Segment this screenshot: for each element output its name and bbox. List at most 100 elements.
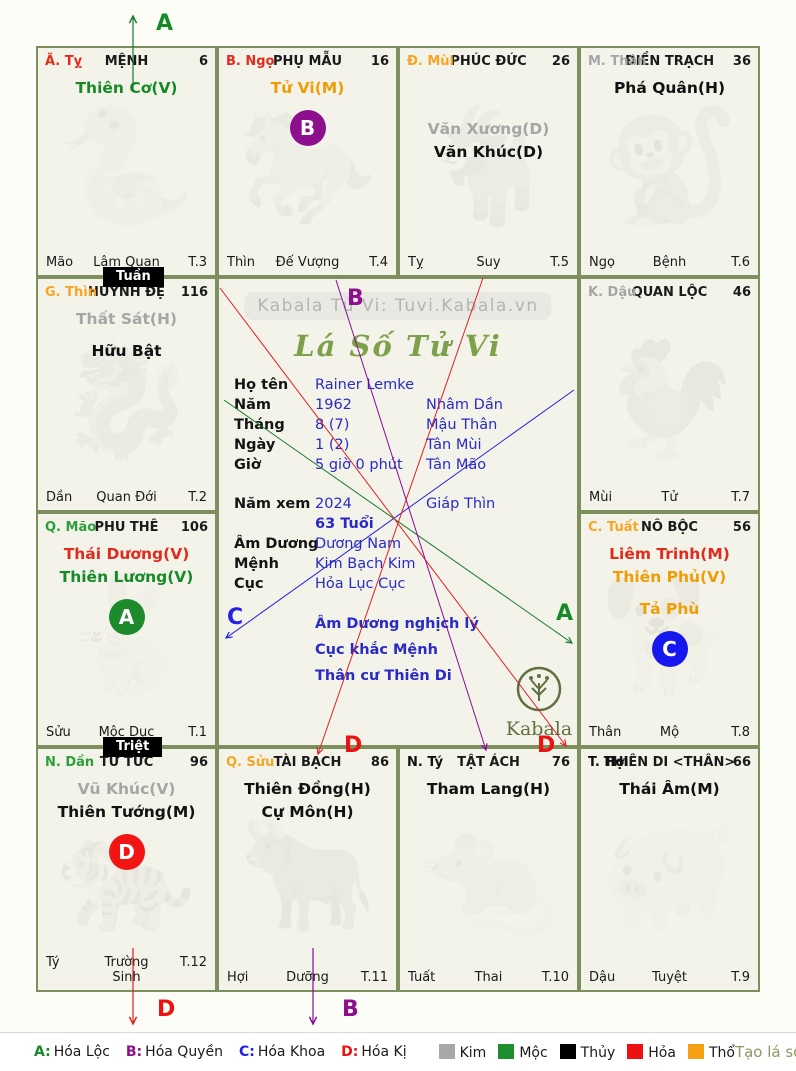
palace-number: 46 xyxy=(732,285,751,300)
info-value2: Tân Mão xyxy=(426,457,487,473)
info-label xyxy=(234,514,315,534)
branch-label: Hợi xyxy=(227,970,249,985)
info-value: Rainer Lemke xyxy=(315,377,415,393)
info-value2: Tân Mùi xyxy=(426,437,482,453)
life-stage: Tử xyxy=(661,490,678,505)
palace-number: 106 xyxy=(180,520,208,535)
transform-circle-d: D xyxy=(108,834,145,870)
life-stage: Dưỡng xyxy=(286,970,329,985)
legend-hoa-khoa: C: Hóa Khoa xyxy=(239,1044,325,1060)
t-index: T.4 xyxy=(369,255,388,270)
branch-label: Mão xyxy=(46,255,74,270)
palace-number: 76 xyxy=(551,755,570,770)
info-value: 5 giờ 0 phút xyxy=(315,457,403,473)
element-label: Mộc xyxy=(519,1044,548,1061)
chart-title: Lá Số Tử Vi xyxy=(294,329,502,363)
palace-name: PHU THÊ xyxy=(94,520,159,535)
life-stage: Lâm Quan xyxy=(93,255,160,270)
star: Phá Quân(H) xyxy=(613,79,726,97)
center-info-panel: Kabala Tử Vi: Tuvi.Kabala.vn Lá Số Tử Vi… xyxy=(217,277,579,747)
legend-label: Hóa Lộc xyxy=(53,1044,110,1060)
palace-number: 6 xyxy=(198,54,208,69)
letter-d-bottom: D xyxy=(157,997,175,1022)
zodiac-pig-watermark: 🐖 xyxy=(599,809,740,940)
note-line: Âm Dương nghịch lý xyxy=(315,616,479,632)
palace-number: 116 xyxy=(180,285,208,300)
palace-name: HUYNH ĐỆ xyxy=(88,285,165,300)
site-watermark: Kabala Tử Vi: Tuvi.Kabala.vn xyxy=(244,292,552,320)
palace-number: 56 xyxy=(732,520,751,535)
letter-a-top: A xyxy=(156,11,173,36)
transform-circle-b: B xyxy=(289,110,326,146)
info-label: Ngày xyxy=(234,437,276,453)
stem-label: G. Thìn xyxy=(45,285,97,300)
t-index: T.12 xyxy=(179,955,207,970)
legend-hoa-quyen: B: Hóa Quyền xyxy=(126,1044,223,1060)
branch-label: Tý xyxy=(46,955,60,970)
star: Văn Xương(D) xyxy=(427,120,550,138)
branch-label: Mùi xyxy=(589,490,613,505)
palace-number: 36 xyxy=(732,54,751,69)
info-label: Giờ xyxy=(234,457,261,473)
element-label: Kim xyxy=(459,1044,487,1061)
thuy-swatch xyxy=(559,1043,576,1059)
legend-thuy: Thủy xyxy=(548,1043,615,1061)
life-stage: Đế Vượng xyxy=(275,255,340,270)
kabala-logo-text: Kabala xyxy=(505,718,573,740)
legend-letter: C: xyxy=(238,1044,255,1060)
info-label: Tháng xyxy=(234,417,285,433)
stem-label: Q. Mão xyxy=(45,520,97,535)
kabala-tree-icon xyxy=(516,666,562,712)
palace-number: 26 xyxy=(551,54,570,69)
site-credit: Tạo lá số: Tuvi.Kabala.vn xyxy=(734,1043,796,1061)
star: Cự Môn(H) xyxy=(261,803,354,821)
stem-label: N. Tý xyxy=(407,755,444,770)
palace-name: TỬ TỨC xyxy=(99,755,154,770)
info-value: Dương Nam xyxy=(315,536,402,552)
transform-circle-c: C xyxy=(651,631,688,667)
letter-b-bottom: B xyxy=(342,997,359,1022)
zodiac-ox-watermark: 🐂 xyxy=(237,809,378,940)
legend-tho: Thổ xyxy=(676,1043,735,1061)
t-index: T.3 xyxy=(188,255,207,270)
star: Vũ Khúc(V) xyxy=(77,780,176,798)
info-value: 8 (7) xyxy=(315,417,350,433)
branch-label: Thìn xyxy=(227,255,256,270)
palace-name: PHỤ MẪU xyxy=(272,54,343,69)
palace-quan-loc: 🐓 K. Dậu QUAN LỘC 46 Mùi Tử T.7 xyxy=(579,277,760,512)
palace-tai-bach: 🐂 Q. Sửu TÀI BẠCH 86 Thiên Đồng(H) Cự Môn(H… xyxy=(217,747,398,992)
info-value: Hỏa Lục Cục xyxy=(315,576,406,592)
zodiac-rat-watermark: 🐀 xyxy=(418,809,559,940)
palace-name: TÀI BẠCH xyxy=(273,755,342,770)
legend-label: Hóa Kị xyxy=(361,1044,407,1060)
branch-label: Tỵ xyxy=(408,255,424,270)
life-stage: Tuyệt xyxy=(652,970,687,985)
info-label: Họ tên xyxy=(234,377,289,393)
star: Thiên Lương(V) xyxy=(59,568,194,586)
element-label: Hỏa xyxy=(648,1044,676,1061)
legend-hoa-ki: D: Hóa Kị xyxy=(341,1044,406,1060)
palace-tu-tuc: 🐅 N. Dần TỬ TỨC 96 Vũ Khúc(V) Thiên Tướng(M… xyxy=(36,747,217,992)
year-info-table: Năm xem 2024 Giáp Thìn 63 Tuổi Âm Dương Dươ… xyxy=(234,494,495,594)
star: Thái Âm(M) xyxy=(619,780,720,798)
palace-name: THIÊN DI <THÂN> xyxy=(603,755,736,770)
note-line: Thân cư Thiên Di xyxy=(315,668,452,684)
palace-thien-di: 🐖 T. Hợi THIÊN DI <THÂN> 66 Thái Âm(M) Dậu… xyxy=(579,747,760,992)
t-index: T.9 xyxy=(731,970,750,985)
life-stage: Quan Đới xyxy=(96,490,157,505)
palace-number: 66 xyxy=(732,755,751,770)
star: Tử Vi(M) xyxy=(270,79,345,97)
birth-info-table: Họ tên Rainer Lemke Năm 1962 Nhâm Dần Tháng… xyxy=(234,375,503,475)
info-value: 1 (2) xyxy=(315,437,350,453)
zodiac-snake-watermark: 🐍 xyxy=(56,101,197,232)
info-value: 1962 xyxy=(315,397,352,413)
star: Thiên Phủ(V) xyxy=(612,568,727,586)
life-stage: Bệnh xyxy=(652,255,687,270)
info-value2: Nhâm Dần xyxy=(426,397,503,413)
palace-number: 96 xyxy=(189,755,208,770)
hoa-swatch xyxy=(627,1043,644,1059)
tho-swatch xyxy=(687,1043,704,1059)
t-index: T.8 xyxy=(731,725,750,740)
legend-moc: Mộc xyxy=(486,1043,548,1061)
stem-label: Đ. Mùi xyxy=(407,54,455,69)
